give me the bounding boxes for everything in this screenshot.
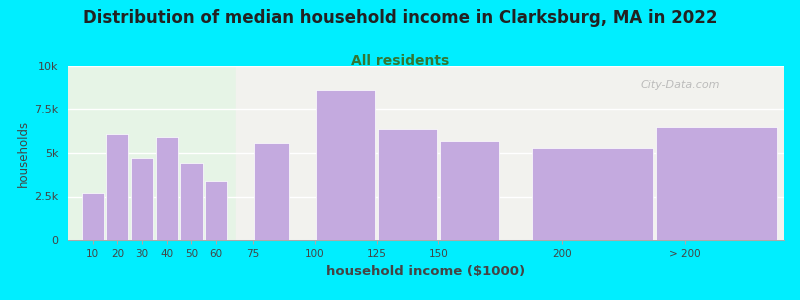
Bar <box>378 129 437 240</box>
Text: All residents: All residents <box>351 54 449 68</box>
Text: Distribution of median household income in Clarksburg, MA in 2022: Distribution of median household income … <box>82 9 718 27</box>
Bar <box>131 158 153 240</box>
Bar <box>656 127 777 240</box>
Bar <box>106 134 129 240</box>
Y-axis label: households: households <box>17 119 30 187</box>
Bar <box>82 193 104 240</box>
X-axis label: household income ($1000): household income ($1000) <box>326 265 526 278</box>
Text: City-Data.com: City-Data.com <box>641 80 720 90</box>
Bar <box>68 66 236 240</box>
Bar <box>316 90 375 240</box>
Bar <box>254 142 289 240</box>
Bar <box>156 137 178 240</box>
Bar <box>439 141 499 240</box>
Bar <box>532 148 653 240</box>
Bar <box>180 164 202 240</box>
Bar <box>205 181 227 240</box>
Bar <box>236 66 784 240</box>
